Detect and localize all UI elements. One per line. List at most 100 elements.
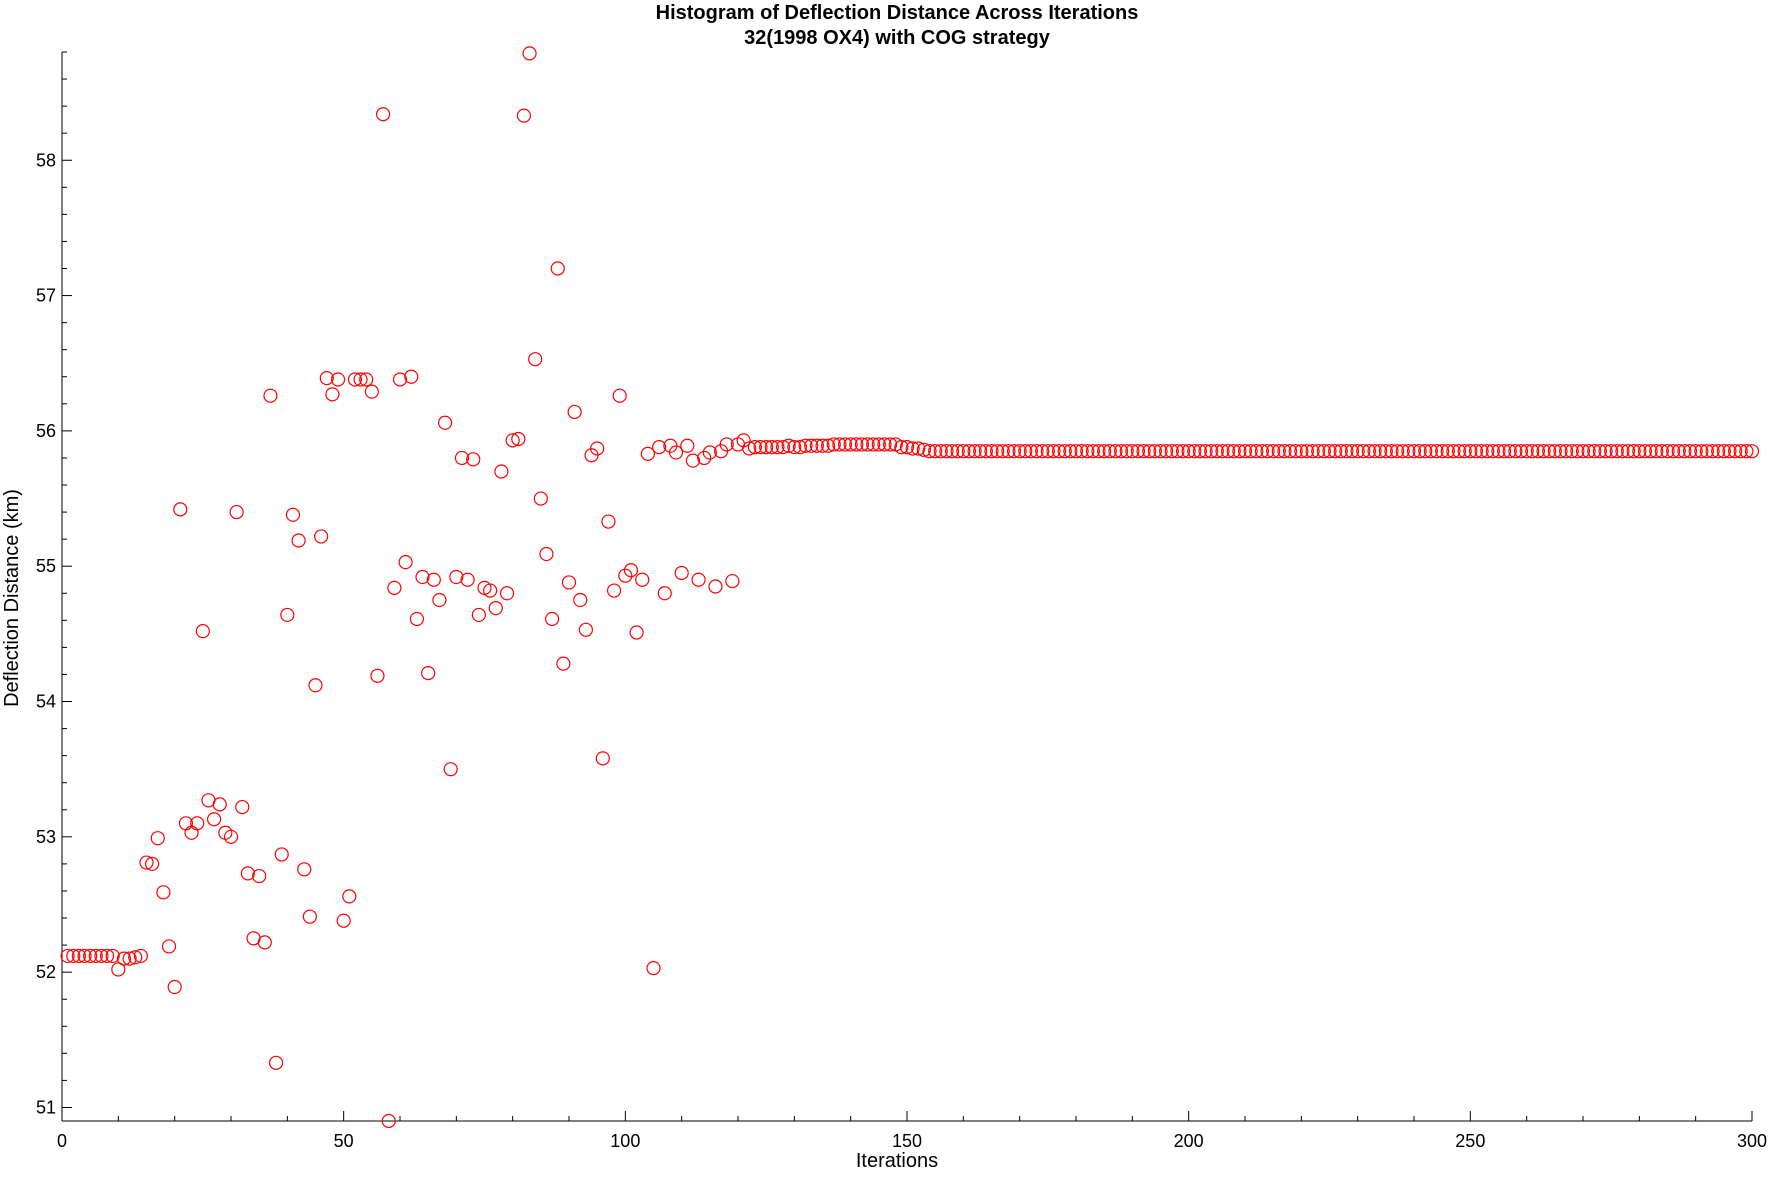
ticks: 51 52 53 54 55 56 57 58 0 50 100 150 200 250 300 — [36, 51, 1767, 1151]
data-point — [1097, 444, 1112, 459]
data-point — [1170, 444, 1185, 459]
data-point — [240, 866, 255, 881]
data-point — [252, 868, 267, 884]
data-point — [1209, 444, 1224, 459]
data-point — [894, 440, 909, 455]
data-point — [1587, 444, 1602, 459]
data-point — [488, 601, 503, 616]
data-point — [381, 1113, 396, 1129]
data-point — [1384, 444, 1399, 459]
data-point — [995, 444, 1010, 459]
data-point — [702, 445, 717, 460]
data-point — [1739, 444, 1754, 459]
data-point — [173, 502, 188, 517]
data-point — [1080, 444, 1095, 459]
data-point — [544, 611, 560, 627]
data-point — [871, 437, 886, 452]
data-markers — [60, 46, 1760, 1129]
data-point — [567, 404, 582, 420]
data-point — [956, 444, 971, 459]
data-point — [1406, 444, 1422, 459]
data-point — [606, 583, 622, 598]
data-point — [1271, 444, 1286, 459]
data-point — [280, 607, 295, 623]
data-point — [308, 678, 323, 693]
data-point — [1682, 444, 1698, 459]
x-tick-label: 150 — [892, 1131, 922, 1151]
data-point — [1435, 444, 1450, 459]
data-point — [1508, 444, 1523, 459]
data-point — [415, 569, 430, 585]
data-point — [1316, 444, 1331, 459]
axes — [61, 52, 1752, 1122]
data-point — [387, 580, 402, 595]
data-point — [116, 951, 132, 966]
data-point — [342, 889, 357, 904]
data-point — [1626, 444, 1641, 459]
data-point — [1322, 444, 1337, 459]
data-point — [1660, 444, 1675, 459]
data-point — [83, 948, 98, 964]
data-point — [1091, 444, 1106, 459]
data-point — [1339, 444, 1354, 459]
data-point — [1125, 444, 1140, 459]
data-point — [1068, 444, 1084, 459]
data-point — [516, 108, 532, 123]
data-point — [595, 751, 610, 766]
data-point — [1553, 444, 1568, 459]
data-point — [854, 437, 870, 452]
data-point — [1181, 444, 1196, 459]
data-point — [578, 622, 594, 637]
data-point — [1632, 444, 1647, 459]
data-point — [1423, 444, 1439, 459]
data-point — [437, 415, 453, 430]
data-point — [471, 607, 486, 623]
data-point — [1012, 444, 1027, 459]
data-point — [1249, 444, 1264, 459]
data-point — [1344, 444, 1360, 459]
data-point — [454, 450, 470, 466]
data-point — [184, 825, 199, 840]
data-point — [353, 372, 368, 387]
data-point — [1102, 444, 1117, 459]
data-point — [347, 372, 363, 387]
data-point — [618, 568, 633, 583]
x-axis-label: Iterations — [856, 1150, 938, 1172]
data-point — [1711, 444, 1726, 459]
data-point — [1446, 444, 1461, 459]
data-point — [1074, 444, 1089, 459]
data-point — [1716, 444, 1731, 459]
data-point — [1666, 444, 1681, 459]
data-point — [1136, 444, 1151, 459]
data-point — [167, 979, 182, 995]
data-point — [229, 504, 244, 520]
data-point — [466, 452, 481, 467]
data-point — [821, 438, 836, 453]
data-point — [1468, 444, 1484, 459]
data-point — [1485, 444, 1500, 459]
data-point — [1744, 444, 1760, 459]
data-point — [1451, 444, 1467, 459]
data-point — [691, 572, 706, 587]
data-point — [66, 948, 81, 964]
data-point — [1130, 444, 1146, 459]
data-point — [792, 440, 808, 455]
data-point — [849, 437, 864, 452]
data-point — [809, 438, 824, 453]
data-point — [336, 913, 351, 928]
data-point — [1305, 444, 1320, 459]
data-point — [1694, 444, 1709, 459]
y-tick-label: 52 — [36, 962, 56, 982]
data-point — [190, 816, 205, 831]
data-point — [899, 440, 915, 455]
data-point — [1513, 444, 1529, 459]
data-point — [1615, 444, 1630, 459]
data-point — [640, 446, 655, 461]
data-point — [1153, 444, 1168, 459]
data-point — [370, 668, 385, 683]
data-point — [1671, 444, 1686, 459]
data-point — [522, 46, 537, 61]
data-point — [1367, 444, 1382, 459]
data-point — [1277, 444, 1292, 459]
data-point — [1389, 444, 1405, 459]
